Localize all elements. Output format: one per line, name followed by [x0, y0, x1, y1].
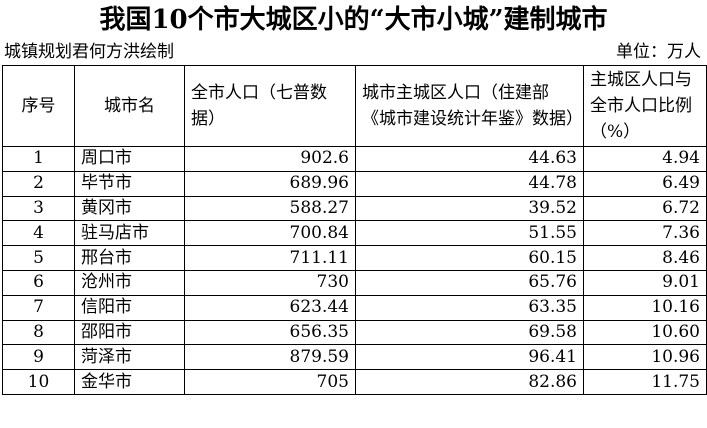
table-row: 8 邵阳市 656.35 69.58 10.60	[2, 319, 707, 346]
cell-ratio: 10.60	[583, 319, 707, 346]
header-index: 序号	[2, 65, 75, 147]
cell-urban-population: 63.35	[355, 294, 584, 321]
table-row: 5 邢台市 711.11 60.15 8.46	[2, 245, 707, 271]
cell-total-population: 588.27	[184, 195, 356, 222]
cell-index: 9	[2, 344, 75, 371]
table-row: 1 周口市 902.6 44.63 4.94	[2, 146, 707, 172]
header-city-name: 城市名	[74, 65, 185, 147]
cell-urban-population: 51.55	[355, 220, 584, 247]
page-title: 我国10个市大城区小的“大市小城”建制城市	[99, 5, 608, 35]
table-row: 9 菏泽市 879.59 96.41 10.96	[2, 344, 707, 371]
cell-total-population: 689.96	[184, 170, 356, 197]
table-row: 10 金华市 705 82.86 11.75	[2, 369, 707, 395]
cell-urban-population: 60.15	[355, 245, 584, 271]
table-row: 2 毕节市 689.96 44.78 6.49	[2, 170, 707, 197]
cell-city-name: 邵阳市	[74, 319, 185, 346]
cell-index: 2	[2, 170, 75, 197]
cell-city-name: 驻马店市	[74, 220, 185, 247]
cell-city-name: 邢台市	[74, 245, 185, 271]
cell-total-population: 879.59	[184, 344, 356, 371]
cell-total-population: 711.11	[184, 245, 356, 271]
header-total-population: 全市人口（七普数据）	[184, 65, 356, 147]
header-ratio: 主城区人口与全市人口比例（%）	[583, 65, 707, 147]
cell-ratio: 6.49	[583, 170, 707, 197]
cell-urban-population: 39.52	[355, 195, 584, 222]
cell-urban-population: 44.63	[355, 146, 584, 172]
cell-urban-population: 82.86	[355, 369, 584, 395]
table-row: 6 沧州市 730 65.76 9.01	[2, 269, 707, 296]
cell-index: 1	[2, 146, 75, 172]
cell-ratio: 10.16	[583, 294, 707, 321]
cell-index: 10	[2, 369, 75, 395]
cell-city-name: 信阳市	[74, 294, 185, 321]
cell-city-name: 黄冈市	[74, 195, 185, 222]
cell-ratio: 4.94	[583, 146, 707, 172]
cell-index: 4	[2, 220, 75, 247]
cell-index: 8	[2, 319, 75, 346]
cell-ratio: 9.01	[583, 269, 707, 296]
cell-city-name: 周口市	[74, 146, 185, 172]
cell-index: 6	[2, 269, 75, 296]
cell-city-name: 毕节市	[74, 170, 185, 197]
cell-urban-population: 69.58	[355, 319, 584, 346]
cell-ratio: 10.96	[583, 344, 707, 371]
cell-ratio: 11.75	[583, 369, 707, 395]
cell-total-population: 705	[184, 369, 356, 395]
cell-urban-population: 65.76	[355, 269, 584, 296]
cell-ratio: 6.72	[583, 195, 707, 222]
cell-total-population: 623.44	[184, 294, 356, 321]
cell-index: 3	[2, 195, 75, 222]
cell-ratio: 7.36	[583, 220, 707, 247]
cell-urban-population: 44.78	[355, 170, 584, 197]
source-note: 城镇规划君何方洪绘制	[4, 42, 174, 62]
cell-city-name: 沧州市	[74, 269, 185, 296]
cell-total-population: 656.35	[184, 319, 356, 346]
table-row: 3 黄冈市 588.27 39.52 6.72	[2, 195, 707, 222]
cell-total-population: 700.84	[184, 220, 356, 247]
cell-total-population: 902.6	[184, 146, 356, 172]
table-row: 4 驻马店市 700.84 51.55 7.36	[2, 220, 707, 247]
cell-city-name: 菏泽市	[74, 344, 185, 371]
cell-index: 5	[2, 245, 75, 271]
cell-ratio: 8.46	[583, 245, 707, 271]
unit-note: 单位：万人	[616, 42, 701, 62]
table-header-row: 序号 城市名 全市人口（七普数据） 城市主城区人口（住建部《城市建设统计年鉴》数…	[2, 65, 707, 147]
city-population-table: 序号 城市名 全市人口（七普数据） 城市主城区人口（住建部《城市建设统计年鉴》数…	[2, 65, 707, 395]
cell-city-name: 金华市	[74, 369, 185, 395]
header-urban-population: 城市主城区人口（住建部《城市建设统计年鉴》数据）	[355, 65, 584, 147]
cell-urban-population: 96.41	[355, 344, 584, 371]
table-row: 7 信阳市 623.44 63.35 10.16	[2, 294, 707, 321]
cell-total-population: 730	[184, 269, 356, 296]
cell-index: 7	[2, 294, 75, 321]
